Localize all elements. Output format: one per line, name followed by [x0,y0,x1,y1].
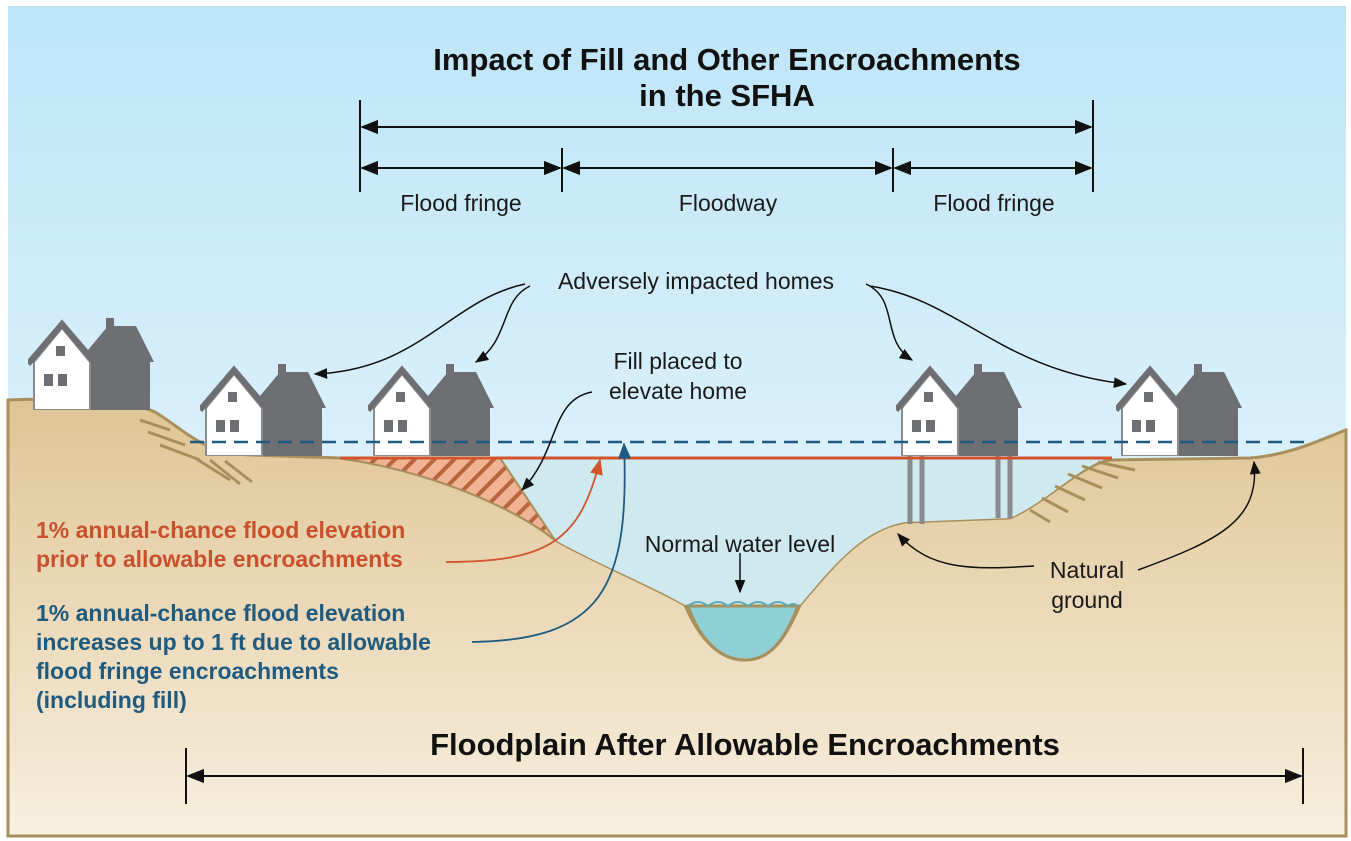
title: Impact of Fill and Other Encroachments [433,42,1020,77]
normal-water-label: Normal water level [645,531,835,557]
increased-flood-label: 1% annual-chance flood elevation [36,600,405,626]
prior-flood-label: prior to allowable encroachments [36,546,403,572]
fill-label: elevate home [609,378,747,404]
increased-arrow [471,442,632,643]
ripple [687,601,799,608]
increased-flood-label: (including fill) [36,687,187,713]
prior-flood-label: 1% annual-chance flood elevation [36,517,405,543]
zone-label: Flood fringe [933,190,1054,216]
fill-label: Fill placed to [613,348,742,374]
title: in the SFHA [639,78,815,113]
callout-arrows [313,283,1261,594]
flood-water [500,458,1110,605]
floodplain-label: Floodplain After Allowable Encroachments [430,727,1060,762]
stilts [907,456,1013,524]
homes-label: Adversely impacted homes [558,268,834,294]
slope-hatch [139,418,1136,524]
dimension-lines [185,100,1304,804]
natural-ground-label: Natural [1050,557,1124,583]
increased-flood-label: flood fringe encroachments [36,658,339,684]
fill-area [339,457,556,541]
increased-flood-label: increases up to 1 ft due to allowable [36,629,431,655]
natural-ground-label: ground [1051,587,1123,613]
zone-label: Flood fringe [400,190,521,216]
zone-label: Floodway [679,190,778,216]
channel-water [685,604,801,662]
prior-arrow [445,458,603,563]
